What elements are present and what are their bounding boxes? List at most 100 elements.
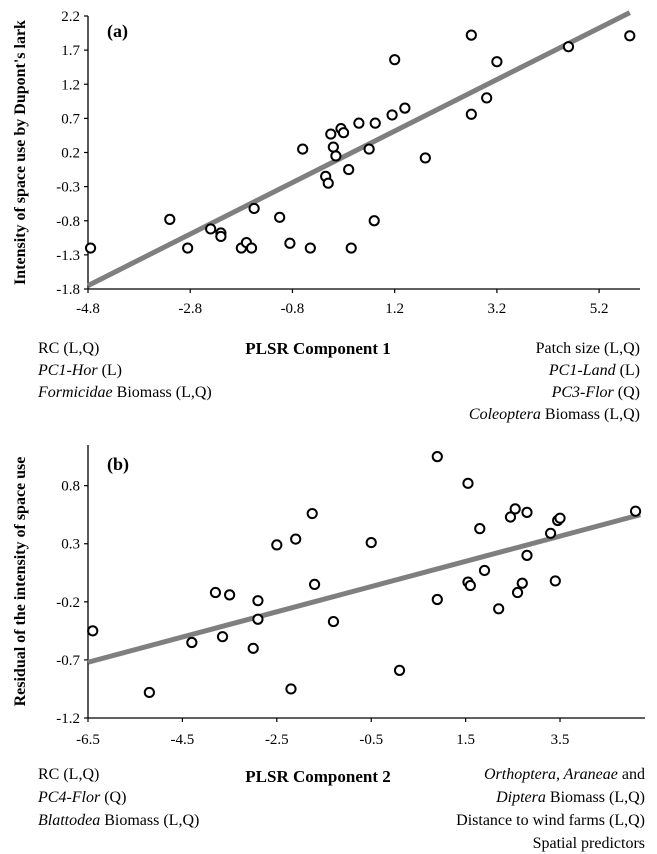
annotation-right-part-0: Patch size (L,Q) [536,340,640,357]
y-tick-label: -1.8 [56,282,80,298]
data-point [369,117,381,129]
x-tick-label: 3.5 [551,732,570,748]
y-tick-label: 2.2 [61,9,80,25]
annotation-right-part-0: Coleoptera [469,406,541,423]
chart-panel-2: -1.2 -0.7 -0.2 0.3 0.8 -6.5 -4.5 -2.5 -0.5 1.5 3.5… [12,445,645,852]
annotation-right-part-1: and [618,766,645,783]
data-point [304,242,316,254]
data-point [271,539,283,551]
data-point [245,242,258,254]
x-tick-label: 5.2 [590,301,609,317]
annotation-right: Distance to wind farms (L,Q) [456,812,645,829]
x-tick-label: -4.5 [171,732,195,748]
data-point [365,536,377,549]
y-tick-label: 0.7 [61,111,80,127]
data-point [431,451,443,463]
y-tick-label: 0.3 [61,537,80,553]
data-point [368,215,380,227]
data-point [399,102,411,114]
annotation-left: PC4-Flor (Q) [37,789,126,806]
data-point [297,143,309,155]
annotation-right-part-1: (L) [616,362,640,379]
y-tick-label: -1.2 [56,711,80,727]
annotation-right: Orthoptera, Araneae and [484,766,645,783]
trend-line [87,512,641,665]
annotation-right: Spatial predictors [533,835,645,852]
x-tick-label: -2.5 [265,732,289,748]
annotation-left-part-0: RC (L,Q) [38,340,99,357]
y-tick-label: 0.8 [61,479,80,495]
data-point [215,230,227,243]
annotation-right: Patch size (L,Q) [536,340,640,357]
data-point [87,625,99,637]
y-tick-label: 1.7 [61,43,80,59]
y-tick-label: -1.3 [56,248,80,264]
annotation-left: PC1-Hor (L) [37,362,122,379]
y-tick-label: -0.2 [56,595,80,611]
annotation-left-part-0: PC4-Flor [37,789,101,806]
data-point [521,506,533,518]
x-axis-title: PLSR Component 2 [245,767,390,786]
data-point [478,564,491,577]
data-point [562,41,575,53]
data-point [322,177,334,189]
annotation-right: Diptera Biomass (L,Q) [495,789,645,806]
data-point [465,29,477,41]
data-point [544,527,557,539]
data-point [252,613,264,625]
x-tick-label: -6.5 [76,732,100,748]
trend-line [86,10,631,288]
data-point [509,503,521,515]
data-point [284,237,296,249]
data-point [274,211,286,223]
data-point [481,92,493,104]
y-tick-label: -0.8 [56,214,80,230]
data-point [419,152,431,164]
annotation-right-part-1: Biomass (L,Q) [546,789,645,806]
data-point [353,117,365,129]
x-tick-label: -2.8 [178,301,202,317]
data-point [554,512,566,524]
data-point [327,615,340,628]
data-point [504,511,517,523]
data-point [308,578,321,591]
data-point [516,577,528,589]
data-point [290,533,302,545]
x-tick-label: 1.2 [385,301,404,317]
data-point [549,575,561,587]
annotation-right-part-0: Distance to wind farms (L,Q) [456,812,645,829]
annotation-left: Blattodea Biomass (L,Q) [38,812,199,829]
data-point [186,636,198,649]
data-point [493,603,505,615]
annotation-left-part-0: Formicidae [37,384,113,401]
data-point [330,150,342,162]
data-point [462,477,474,489]
x-tick-label: -0.5 [359,732,383,748]
data-point [345,242,357,254]
annotation-right-part-0: Orthoptera, Araneae [484,766,618,783]
data-point [624,30,636,42]
panel-label: (b) [107,454,129,475]
annotation-right-part-0: PC3-Flor [551,384,615,401]
data-point [521,549,533,561]
x-tick-label: 1.5 [456,732,475,748]
data-point [247,642,259,654]
data-point [182,242,194,254]
data-point [248,202,260,215]
data-point [143,686,155,699]
y-axis-title: Intensity of space use by Dupont's lark [12,20,29,285]
annotation-left-part-0: RC (L,Q) [38,766,99,783]
data-point [431,593,443,606]
annotation-right-part-1: Biomass (L,Q) [541,406,640,423]
data-point [629,505,642,517]
data-point [84,242,97,254]
data-point [285,683,297,695]
data-point [363,143,375,155]
chart-panel-1: -1.8 -1.3 -0.8 -0.3 0.2 0.7 1.2 1.7 2.2 -4.8 -2.8 -… [12,9,640,423]
annotation-right-part-0: Diptera [495,789,546,806]
data-point [252,595,264,607]
y-tick-label: 1.2 [61,77,80,93]
annotation-right-part-0: Spatial predictors [533,835,645,852]
y-tick-label: -0.7 [56,653,80,669]
